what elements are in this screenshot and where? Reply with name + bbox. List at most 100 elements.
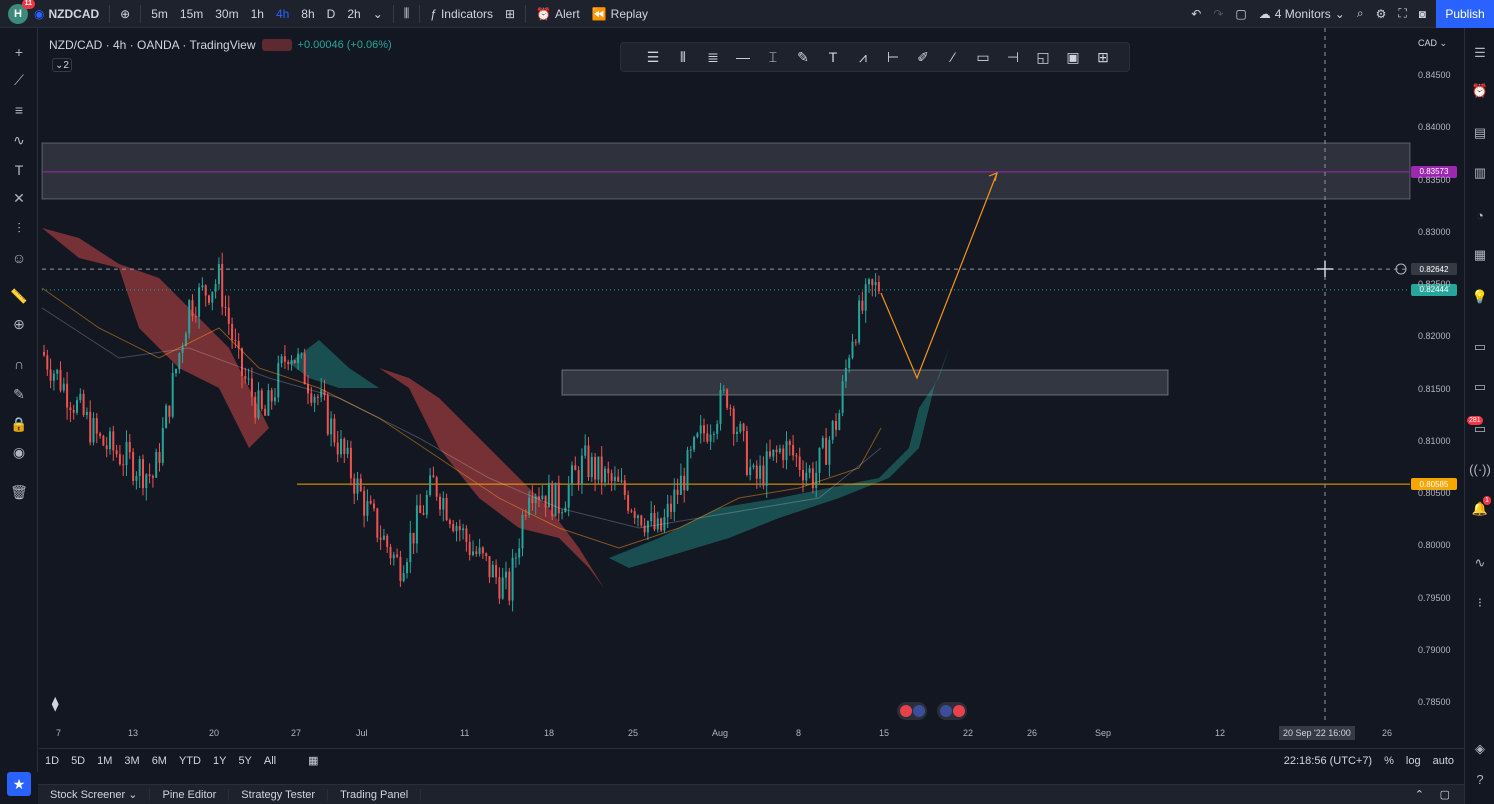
wave-icon[interactable]: ⩘	[859, 48, 867, 65]
search-button[interactable]: ⌕	[1351, 0, 1370, 28]
range-1y[interactable]: 1Y	[212, 754, 227, 767]
lock-icon[interactable]: 🔒	[10, 415, 28, 432]
eye-icon[interactable]: ◉	[12, 443, 26, 460]
range-6m[interactable]: 6M	[151, 754, 167, 767]
log-scale-toggle[interactable]: log	[1405, 754, 1421, 767]
redo-button[interactable]: ↷	[1207, 0, 1229, 28]
alerts-clock-icon[interactable]: ⏰	[1471, 83, 1489, 98]
range-1m[interactable]: 1M	[97, 754, 113, 767]
ruler-icon[interactable]: 📏	[10, 287, 28, 304]
interval-5m[interactable]: 5m	[151, 6, 168, 21]
layout-select-button[interactable]: ▢	[1229, 0, 1252, 28]
panel-trading[interactable]: Trading Panel	[328, 788, 422, 801]
text-tool-icon[interactable]: T	[828, 49, 838, 65]
settings-button[interactable]: ⚙	[1370, 0, 1393, 28]
bell-icon[interactable]: 🔔	[1471, 501, 1489, 516]
fib-icon[interactable]: ≡	[14, 102, 24, 118]
price-axis[interactable]: 0.83573 0.82642 0.82444 0.80585 0.84500 0…	[1410, 28, 1464, 744]
crosshair-icon[interactable]: +	[14, 44, 24, 60]
brush-icon[interactable]: ✎	[797, 48, 809, 65]
calendar-icon[interactable]: ▦	[1473, 247, 1487, 262]
align-lines-icon[interactable]: ☰	[646, 48, 660, 65]
price-chart[interactable]	[39, 28, 1464, 744]
alert-button[interactable]: ⏰ Alert	[536, 6, 580, 21]
economic-event-flags[interactable]	[897, 702, 927, 720]
time-axis[interactable]: 20 Sep '22 16:00 7 13 20 27 Jul 11 18 25 Aug 8 15 2…	[39, 724, 1410, 742]
symbol-search-button[interactable]: ◉ NZDCAD	[34, 6, 100, 21]
help-icon[interactable]: ?	[1476, 771, 1484, 787]
range-5y[interactable]: 5Y	[238, 754, 252, 767]
chart-type-button[interactable]: ⫼	[398, 0, 416, 28]
interval-15m[interactable]: 15m	[179, 6, 204, 21]
fib-retracement-icon[interactable]: ≣	[707, 48, 719, 65]
interval-2h[interactable]: 2h	[347, 6, 361, 21]
streams-icon[interactable]: ▭	[1473, 379, 1487, 394]
undo-button[interactable]: ↶	[1185, 0, 1207, 28]
forecast-icon[interactable]: ⫶	[17, 219, 21, 236]
table-icon[interactable]: ⊞	[1097, 48, 1109, 65]
panel-stock-screener[interactable]: Stock Screener ⌄	[38, 788, 151, 801]
pencil-lock-icon[interactable]: ✎	[13, 385, 25, 402]
dom-icon[interactable]: ⁝	[1477, 595, 1483, 610]
vertical-line-icon[interactable]: ⌶	[768, 48, 778, 65]
watchlist-icon[interactable]: ☰	[1474, 45, 1486, 60]
favorites-button[interactable]: ★	[7, 772, 31, 796]
snapshot-button[interactable]: ◙	[1413, 0, 1432, 28]
pattern-icon[interactable]: ∿	[13, 131, 25, 148]
range-5d[interactable]: 5D	[71, 754, 86, 767]
interval-d[interactable]: D	[326, 6, 336, 21]
publish-button[interactable]: Publish	[1436, 0, 1494, 28]
trash-icon[interactable]: 🗑	[10, 483, 28, 500]
pulse-icon[interactable]: ∿	[1474, 555, 1486, 570]
chats-icon[interactable]: ▭	[1473, 339, 1487, 354]
zoom-icon[interactable]: ⊕	[13, 315, 25, 332]
interval-8h[interactable]: 8h	[301, 6, 315, 21]
panel-pine-editor[interactable]: Pine Editor	[150, 788, 230, 801]
auto-scale-toggle[interactable]: auto	[1432, 754, 1454, 767]
text-icon[interactable]: T	[14, 162, 24, 178]
parallel-channel-icon[interactable]: ⫴	[680, 48, 686, 65]
maximize-panel-button[interactable]: ▢	[1440, 788, 1450, 801]
interval-dropdown[interactable]: ⌄	[367, 0, 389, 28]
callout-icon[interactable]: ▭	[976, 48, 990, 65]
currency-selector[interactable]: CAD ⌄	[1418, 38, 1448, 48]
interval-4h[interactable]: 4h	[275, 6, 290, 21]
broadcast-icon[interactable]: ((·))	[1469, 461, 1491, 477]
collapse-panel-button[interactable]: ⌃	[1415, 788, 1424, 801]
hotlist-icon[interactable]: ◔	[1476, 207, 1484, 223]
price-range-icon[interactable]: ⊢	[886, 48, 900, 65]
pen-icon[interactable]: ✐	[917, 48, 929, 65]
emoji-icon[interactable]: ☺	[11, 250, 27, 266]
replay-button[interactable]: ⏪ Replay	[591, 6, 649, 21]
fullscreen-button[interactable]: ⛶	[1392, 0, 1412, 28]
horizontal-ray-icon[interactable]: ⊣	[1006, 48, 1020, 65]
news-icon[interactable]: ▤	[1473, 125, 1487, 140]
user-avatar[interactable]: H 11	[8, 0, 35, 24]
layers-icon[interactable]: ◈	[1475, 741, 1485, 756]
range-ytd[interactable]: YTD	[178, 754, 201, 767]
range-1d[interactable]: 1D	[45, 754, 60, 767]
comment-icon[interactable]: ◱	[1036, 48, 1050, 65]
clock[interactable]: 22:18:56 (UTC+7)	[1283, 754, 1373, 767]
magnet-icon[interactable]: ∩	[13, 356, 25, 372]
indicator-toggle[interactable]: ⌄ 2	[52, 58, 72, 72]
data-window-icon[interactable]: ▥	[1473, 165, 1487, 180]
layouts-button[interactable]: ⊞	[499, 0, 521, 28]
rectangle-icon[interactable]: ▣	[1066, 48, 1080, 65]
interval-1h[interactable]: 1h	[250, 6, 264, 21]
shapes-icon[interactable]: ✕	[13, 189, 25, 206]
percent-scale-toggle[interactable]: %	[1384, 754, 1394, 767]
add-symbol-button[interactable]: ⊕	[114, 0, 136, 28]
range-all[interactable]: All	[263, 754, 277, 767]
ideas-icon[interactable]: 💡	[1471, 289, 1489, 304]
indicators-button[interactable]: ƒ Indicators	[430, 6, 493, 21]
interval-30m[interactable]: 30m	[215, 6, 239, 21]
goto-date-button[interactable]: ▦	[302, 754, 324, 767]
horizontal-line-icon[interactable]: —	[736, 49, 750, 65]
economic-event-flags[interactable]	[937, 702, 967, 720]
panel-strategy-tester[interactable]: Strategy Tester	[229, 788, 329, 801]
monitors-button[interactable]: ☁ 4 Monitors ⌄	[1258, 6, 1345, 21]
range-3m[interactable]: 3M	[124, 754, 140, 767]
ray-icon[interactable]: ⁄	[951, 49, 955, 65]
trend-line-icon[interactable]: ⟋	[14, 71, 24, 88]
